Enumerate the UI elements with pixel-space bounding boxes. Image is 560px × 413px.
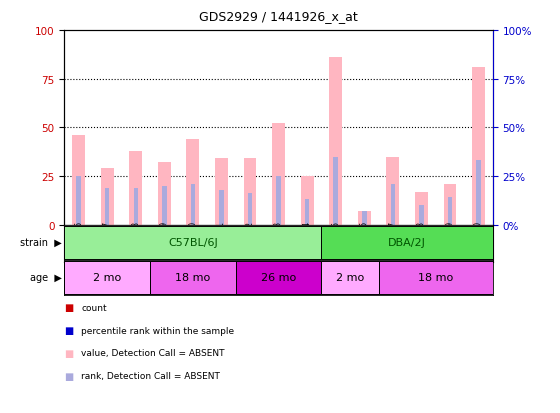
Text: 18 mo: 18 mo bbox=[175, 273, 211, 283]
Text: value, Detection Call = ABSENT: value, Detection Call = ABSENT bbox=[81, 349, 225, 358]
Text: rank, Detection Call = ABSENT: rank, Detection Call = ABSENT bbox=[81, 371, 220, 380]
Text: ■: ■ bbox=[64, 371, 74, 381]
Bar bbox=[321, 261, 379, 294]
Text: GSM152266: GSM152266 bbox=[360, 221, 369, 267]
Bar bbox=[476, 161, 481, 225]
Bar bbox=[276, 177, 281, 225]
Bar bbox=[64, 261, 150, 294]
Text: GSM152268: GSM152268 bbox=[417, 221, 426, 267]
Bar bbox=[105, 188, 110, 225]
Text: ■: ■ bbox=[64, 303, 74, 313]
Bar bbox=[472, 68, 485, 225]
Bar bbox=[301, 177, 314, 225]
Bar bbox=[321, 226, 493, 259]
Text: ■: ■ bbox=[64, 325, 74, 335]
Bar bbox=[419, 206, 424, 225]
Bar bbox=[186, 140, 199, 225]
Text: 2 mo: 2 mo bbox=[93, 273, 122, 283]
Bar bbox=[386, 157, 399, 225]
Text: GSM152263: GSM152263 bbox=[274, 221, 283, 267]
Bar bbox=[444, 184, 456, 225]
Text: GSM152258: GSM152258 bbox=[131, 221, 141, 267]
Bar bbox=[190, 184, 195, 225]
Bar bbox=[215, 159, 228, 225]
Bar bbox=[248, 194, 253, 225]
Text: GSM152267: GSM152267 bbox=[388, 221, 398, 267]
Bar bbox=[150, 261, 236, 294]
Text: GSM152269: GSM152269 bbox=[445, 221, 455, 267]
Bar bbox=[272, 124, 285, 225]
Text: GSM152260: GSM152260 bbox=[188, 221, 198, 267]
Text: 2 mo: 2 mo bbox=[336, 273, 364, 283]
Bar bbox=[333, 157, 338, 225]
Text: percentile rank within the sample: percentile rank within the sample bbox=[81, 326, 234, 335]
Bar bbox=[76, 177, 81, 225]
Text: 26 mo: 26 mo bbox=[261, 273, 296, 283]
Text: GSM152270: GSM152270 bbox=[474, 221, 483, 267]
Text: GSM152261: GSM152261 bbox=[217, 221, 226, 267]
Bar bbox=[101, 169, 114, 225]
Text: strain  ▶: strain ▶ bbox=[20, 237, 62, 248]
Bar bbox=[447, 198, 452, 225]
Bar bbox=[379, 261, 493, 294]
Bar bbox=[158, 163, 171, 225]
Bar bbox=[219, 190, 224, 225]
Text: GSM152265: GSM152265 bbox=[331, 221, 340, 267]
Text: age  ▶: age ▶ bbox=[30, 273, 62, 283]
Text: GDS2929 / 1441926_x_at: GDS2929 / 1441926_x_at bbox=[199, 10, 358, 23]
Text: GSM152262: GSM152262 bbox=[245, 221, 255, 267]
Text: GSM152257: GSM152257 bbox=[102, 221, 112, 267]
Text: 18 mo: 18 mo bbox=[418, 273, 453, 283]
Bar bbox=[415, 192, 428, 225]
Text: GSM152256: GSM152256 bbox=[74, 221, 83, 267]
Bar bbox=[72, 136, 85, 225]
Bar bbox=[162, 186, 167, 225]
Text: C57BL/6J: C57BL/6J bbox=[168, 237, 218, 248]
Text: DBA/2J: DBA/2J bbox=[388, 237, 426, 248]
Bar bbox=[244, 159, 256, 225]
Bar bbox=[305, 200, 310, 225]
Text: ■: ■ bbox=[64, 348, 74, 358]
Bar bbox=[236, 261, 321, 294]
Text: GSM152259: GSM152259 bbox=[160, 221, 169, 267]
Text: GSM152264: GSM152264 bbox=[302, 221, 312, 267]
Bar bbox=[129, 151, 142, 225]
Bar bbox=[329, 58, 342, 225]
Text: count: count bbox=[81, 303, 107, 312]
Bar bbox=[390, 184, 395, 225]
Bar bbox=[362, 211, 367, 225]
Bar bbox=[358, 211, 371, 225]
Bar bbox=[133, 188, 138, 225]
Bar bbox=[64, 226, 321, 259]
